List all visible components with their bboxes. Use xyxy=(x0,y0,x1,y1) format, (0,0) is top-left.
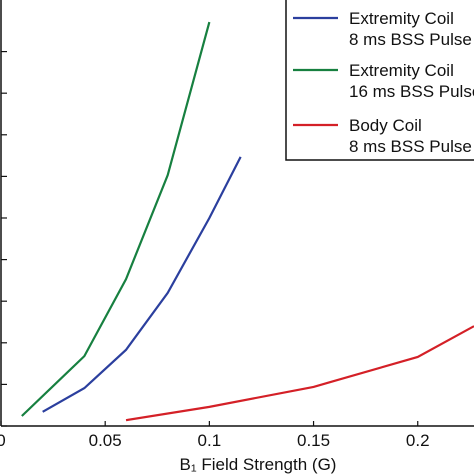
x-tick-label: 0 xyxy=(0,431,6,450)
series-line xyxy=(21,21,211,417)
legend-label: Body Coil 8 ms BSS Pulse xyxy=(349,116,472,156)
x-tick-label: 0.15 xyxy=(297,431,330,450)
legend-box xyxy=(285,0,474,161)
x-tick-label: 0.2 xyxy=(406,431,430,450)
x-axis-label: B₁ Field Strength (G) xyxy=(180,455,337,474)
series-line xyxy=(42,156,242,413)
x-tick-label: 0.1 xyxy=(198,431,222,450)
x-tick-label: 0.05 xyxy=(89,431,122,450)
legend-label: Extremity Coil 16 ms BSS Pulse xyxy=(349,61,474,101)
legend-label: Extremity Coil 8 ms BSS Pulse xyxy=(349,9,472,49)
series-line xyxy=(125,325,474,422)
